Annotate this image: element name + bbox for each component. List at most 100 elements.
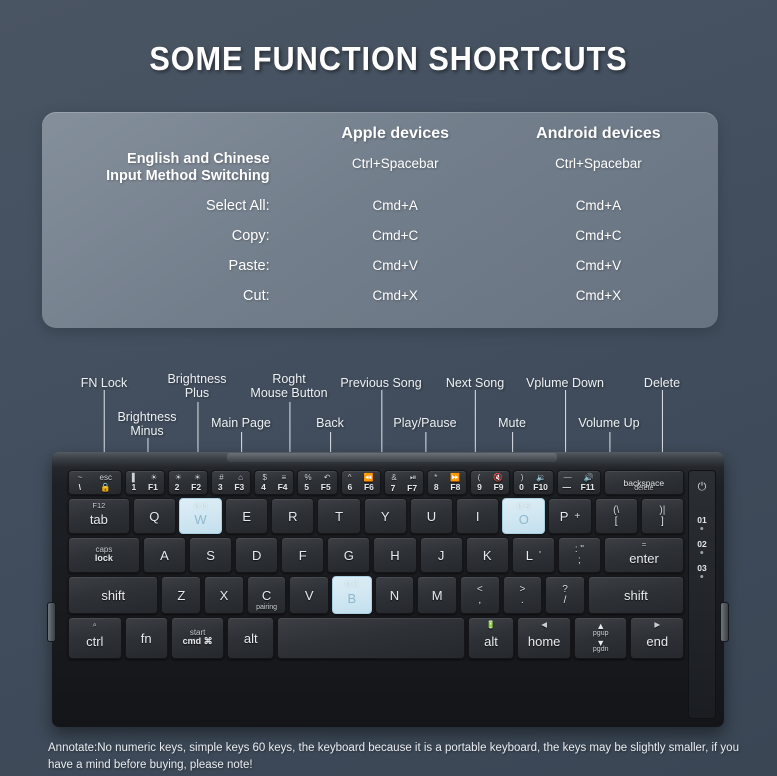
key-alt-right[interactable]: 🔋 alt xyxy=(467,617,515,659)
key-legend-lower: . xyxy=(521,595,524,606)
key-tab[interactable]: F12 tab xyxy=(68,498,130,534)
key-a[interactable]: A xyxy=(142,537,186,573)
key-h[interactable]: H xyxy=(373,537,417,573)
key-legend-bottom: 6 F6 xyxy=(347,482,374,492)
key-label: Y xyxy=(380,508,390,524)
key-g[interactable]: G xyxy=(327,537,371,573)
key-d[interactable]: D xyxy=(235,537,279,573)
key-spacebar[interactable] xyxy=(277,617,465,659)
key-w[interactable]: ⓑⓑ W xyxy=(178,498,223,534)
key-label: ctrl xyxy=(86,634,104,649)
key-f11[interactable]: — 🔊 — F11 xyxy=(556,470,601,495)
arrow-up-icon: ▲ xyxy=(596,621,606,632)
key-t[interactable]: T xyxy=(317,498,361,534)
function-key-row: ~ esc \ 🔒 ▌ ☀ 1 F1 ☀ ☀ 2 F2 # ⌂ 3 F3 $ ≡ 4 F4% ↶ 5 F5 ^ ⏪ 6 F6 & ⏯ 7 F… xyxy=(68,470,684,495)
key-e[interactable]: E xyxy=(225,498,269,534)
key-pgup-pgdn[interactable]: ▲ pgup ▼ pgdn xyxy=(573,617,628,659)
key-legend-top: (🔇 xyxy=(477,473,504,482)
callout-previous-song: Previous Song xyxy=(340,376,422,458)
key-legend-bottom: 4 F4 xyxy=(261,482,288,492)
key-pgup[interactable]: ▲ pgup xyxy=(593,622,609,637)
key-o[interactable]: ⓑ② O xyxy=(502,498,546,534)
key-f10[interactable]: ) 🔉 0 F10 xyxy=(513,470,554,495)
key-p[interactable]: P + xyxy=(548,498,592,534)
callout-delete: Delete xyxy=(644,376,680,458)
key-period[interactable]: >. xyxy=(502,576,543,614)
key-backspace[interactable]: backspace delete xyxy=(603,470,684,495)
key-label: M xyxy=(431,587,443,603)
shortcut-label-2: Copy: xyxy=(231,228,270,245)
key-semicolon[interactable]: : "; xyxy=(557,537,601,573)
key-shift-left[interactable]: shift xyxy=(68,576,159,614)
key-f3[interactable]: # ⌂ 3 F3 xyxy=(210,470,252,495)
key-bracket-right[interactable]: )|] xyxy=(640,498,684,534)
key-ctrl[interactable]: ⌕ ctrl xyxy=(68,617,122,659)
key-shift-right[interactable]: shift xyxy=(587,576,684,614)
key-legend-bottom: 1 F1 xyxy=(131,482,158,492)
key-home[interactable]: ◀ home xyxy=(517,617,571,659)
key-y[interactable]: Y xyxy=(363,498,407,534)
key-enter[interactable]: = enter xyxy=(603,537,685,573)
callout-line xyxy=(424,432,426,460)
key-label: U xyxy=(426,508,437,524)
key-n[interactable]: N xyxy=(374,576,415,614)
key-f1[interactable]: ▌ ☀ 1 F1 xyxy=(124,470,165,495)
callout-back: Back xyxy=(316,416,344,460)
key-f9[interactable]: (🔇 9 F9 xyxy=(470,470,511,495)
key-k[interactable]: K xyxy=(465,537,509,573)
key-legend-bottom: — F11 xyxy=(562,482,595,492)
key-legend-top: ^ ⏪ xyxy=(347,473,374,482)
key-j[interactable]: J xyxy=(419,537,463,573)
key-label: A xyxy=(160,547,169,563)
key-q[interactable]: Q xyxy=(132,498,176,534)
key-b[interactable]: ⓑ① B xyxy=(332,576,372,614)
key-m[interactable]: M xyxy=(417,576,457,614)
power-button-icon[interactable]: ⏻ xyxy=(697,481,707,493)
key-f8[interactable]: * ⏩ 8 F8 xyxy=(427,470,468,495)
key-bracket-left[interactable]: (\[ xyxy=(594,498,638,534)
key-label: V xyxy=(304,587,314,603)
shortcut-apple-2: Cmd+C xyxy=(372,228,419,244)
key-f7[interactable]: & ⏯ 7 F7 xyxy=(383,470,424,495)
shortcut-label-1: Select All: xyxy=(205,198,270,215)
key-legend-bottom: 3 F3 xyxy=(217,482,245,492)
key-pgdn[interactable]: ▼ pgdn xyxy=(593,638,609,654)
key-slash[interactable]: ? / xyxy=(545,576,585,614)
callout-line xyxy=(381,390,382,458)
key-v[interactable]: V xyxy=(289,576,330,614)
key-legend-sup: = xyxy=(641,540,647,549)
key-legend-sup: ⓑⓑ xyxy=(193,502,208,511)
key-end[interactable]: ▶ end xyxy=(630,617,685,659)
key-legend-line1: caps xyxy=(95,545,113,555)
key-s[interactable]: S xyxy=(188,537,233,573)
key-start-cmd[interactable]: start cmd ⌘ xyxy=(170,617,225,659)
key-label: shift xyxy=(624,587,648,603)
key-i[interactable]: I xyxy=(456,498,500,534)
key-x[interactable]: X xyxy=(204,576,244,614)
key-r[interactable]: R xyxy=(271,498,315,534)
key-label: Z xyxy=(177,587,186,603)
key-alt-left[interactable]: alt xyxy=(227,617,275,659)
key-label: N xyxy=(389,587,400,603)
key-comma[interactable]: <, xyxy=(459,576,500,614)
key-l[interactable]: L ' xyxy=(511,537,555,573)
key-caps-lock[interactable]: caps lock xyxy=(68,537,140,573)
key-esc[interactable]: ~ esc \ 🔒 xyxy=(68,470,122,495)
key-fn[interactable]: fn xyxy=(124,617,168,659)
key-label: T xyxy=(335,508,344,524)
key-label: G xyxy=(343,547,354,563)
key-u[interactable]: U xyxy=(409,498,454,534)
key-f6[interactable]: ^ ⏪ 6 F6 xyxy=(340,470,381,495)
key-legend-sub: pairing xyxy=(256,604,278,611)
key-f5[interactable]: % ↶ 5 F5 xyxy=(297,470,338,495)
key-f[interactable]: F xyxy=(281,537,325,573)
modifier-row: ⌕ ctrl fn start cmd ⌘ alt 🔋 alt ◀ home ▲ pgup ▼ pgdn ▶… xyxy=(68,617,685,659)
key-f2[interactable]: ☀ ☀ 2 F2 xyxy=(167,470,208,495)
shortcuts-table: Apple devices Android devices English and … xyxy=(42,112,718,328)
shortcut-apple-3: Cmd+V xyxy=(372,258,418,274)
key-z[interactable]: Z xyxy=(161,576,202,614)
key-f4[interactable]: $ ≡ 4 F4 xyxy=(254,470,295,495)
key-label: home xyxy=(527,634,561,649)
